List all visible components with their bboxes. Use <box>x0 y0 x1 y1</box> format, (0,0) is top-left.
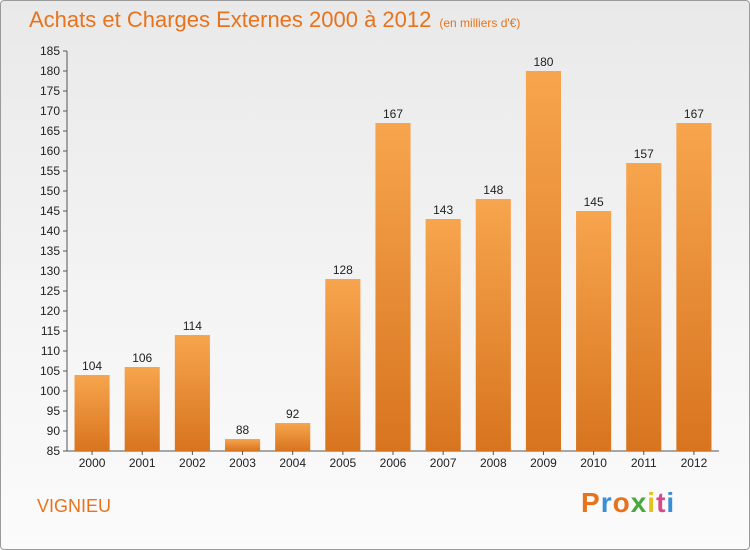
x-tick-label-2005: 2005 <box>329 456 356 470</box>
data-label-2008: 148 <box>483 183 503 197</box>
data-label-2007: 143 <box>433 203 453 217</box>
y-tick-label: 145 <box>40 204 60 218</box>
bar-2002 <box>174 335 210 451</box>
bar-2006 <box>375 123 411 451</box>
bars <box>74 71 712 451</box>
data-label-2002: 114 <box>183 319 202 333</box>
data-label-2010: 145 <box>584 195 604 209</box>
brand-logo-letter: x <box>630 487 648 518</box>
data-label-2012: 167 <box>684 107 704 121</box>
y-tick-label: 105 <box>40 364 60 378</box>
bar-2009 <box>525 71 562 451</box>
brand-logo-letter: i <box>666 487 676 518</box>
y-tick-label: 95 <box>47 404 61 418</box>
brand-logo-letter: r <box>600 487 613 518</box>
x-tick-label-2012: 2012 <box>681 456 708 470</box>
bar-2001 <box>124 367 160 451</box>
chart-subtitle: (en milliers d'€) <box>439 16 521 30</box>
x-tick-label-2003: 2003 <box>229 456 256 470</box>
y-tick-label: 155 <box>40 164 60 178</box>
brand-logo-letter: i <box>647 487 657 518</box>
x-tick-label-2006: 2006 <box>380 456 407 470</box>
data-label-2001: 106 <box>132 351 152 365</box>
bar-2007 <box>425 219 461 451</box>
commune-name: VIGNIEU <box>37 496 112 516</box>
bar-2008 <box>475 199 511 451</box>
y-tick-label: 185 <box>40 44 60 58</box>
x-tick-label-2002: 2002 <box>179 456 206 470</box>
x-tick-label-2008: 2008 <box>480 456 507 470</box>
data-label-2005: 128 <box>333 263 353 277</box>
bar-2004 <box>275 423 311 451</box>
y-tick-label: 120 <box>40 304 60 318</box>
chart-title-text: Achats et Charges Externes 2000 à 2012 <box>29 7 432 32</box>
data-label-2000: 104 <box>82 359 102 373</box>
bar-2000 <box>74 375 110 451</box>
y-tick-label: 165 <box>40 124 60 138</box>
y-tick-label: 170 <box>40 104 60 118</box>
bar-2012 <box>676 123 712 451</box>
y-tick-label: 180 <box>40 64 60 78</box>
axes: 85 90 95 100 105 110 115 120 125 130 135 140 145 150 1… <box>40 44 719 470</box>
brand-logo-letter: t <box>656 487 667 518</box>
x-tick-label-2001: 2001 <box>129 456 156 470</box>
y-tick-label: 110 <box>41 344 60 358</box>
brand-logo-letter: o <box>612 487 631 518</box>
brand-logo[interactable]: Proxiti <box>581 487 675 519</box>
y-tick-label: 160 <box>40 144 60 158</box>
y-tick-label: 135 <box>40 244 60 258</box>
y-tick-label: 85 <box>47 444 61 458</box>
x-tick-label-2009: 2009 <box>530 456 557 470</box>
bar-2010 <box>576 211 612 451</box>
y-tick-label: 125 <box>40 284 60 298</box>
data-label-2004: 92 <box>286 407 300 421</box>
y-tick-label: 140 <box>40 224 60 238</box>
data-label-2003: 88 <box>236 423 250 437</box>
data-label-2011: 157 <box>634 147 654 161</box>
brand-logo-letter: P <box>581 487 601 518</box>
y-tick-label: 175 <box>40 84 60 98</box>
y-tick-label: 130 <box>40 264 60 278</box>
chart-title: Achats et Charges Externes 2000 à 2012 (e… <box>29 7 520 33</box>
x-tick-label-2004: 2004 <box>279 456 306 470</box>
bar-2011 <box>626 163 662 451</box>
x-tick-label-2007: 2007 <box>430 456 457 470</box>
y-tick-label: 115 <box>41 324 60 338</box>
y-tick-label: 100 <box>40 384 60 398</box>
data-label-2006: 167 <box>383 107 403 121</box>
x-tick-label-2010: 2010 <box>580 456 607 470</box>
data-label-2009: 180 <box>533 55 553 69</box>
bar-2005 <box>325 279 361 451</box>
bar-2003 <box>224 439 261 451</box>
y-tick-label: 90 <box>47 424 61 438</box>
labels: 104 106 114 88 92 128 167 143 148 180 145 157 167 <box>82 55 704 437</box>
x-tick-label-2011: 2011 <box>631 456 657 470</box>
x-tick-label-2000: 2000 <box>79 456 106 470</box>
y-tick-label: 150 <box>40 184 60 198</box>
